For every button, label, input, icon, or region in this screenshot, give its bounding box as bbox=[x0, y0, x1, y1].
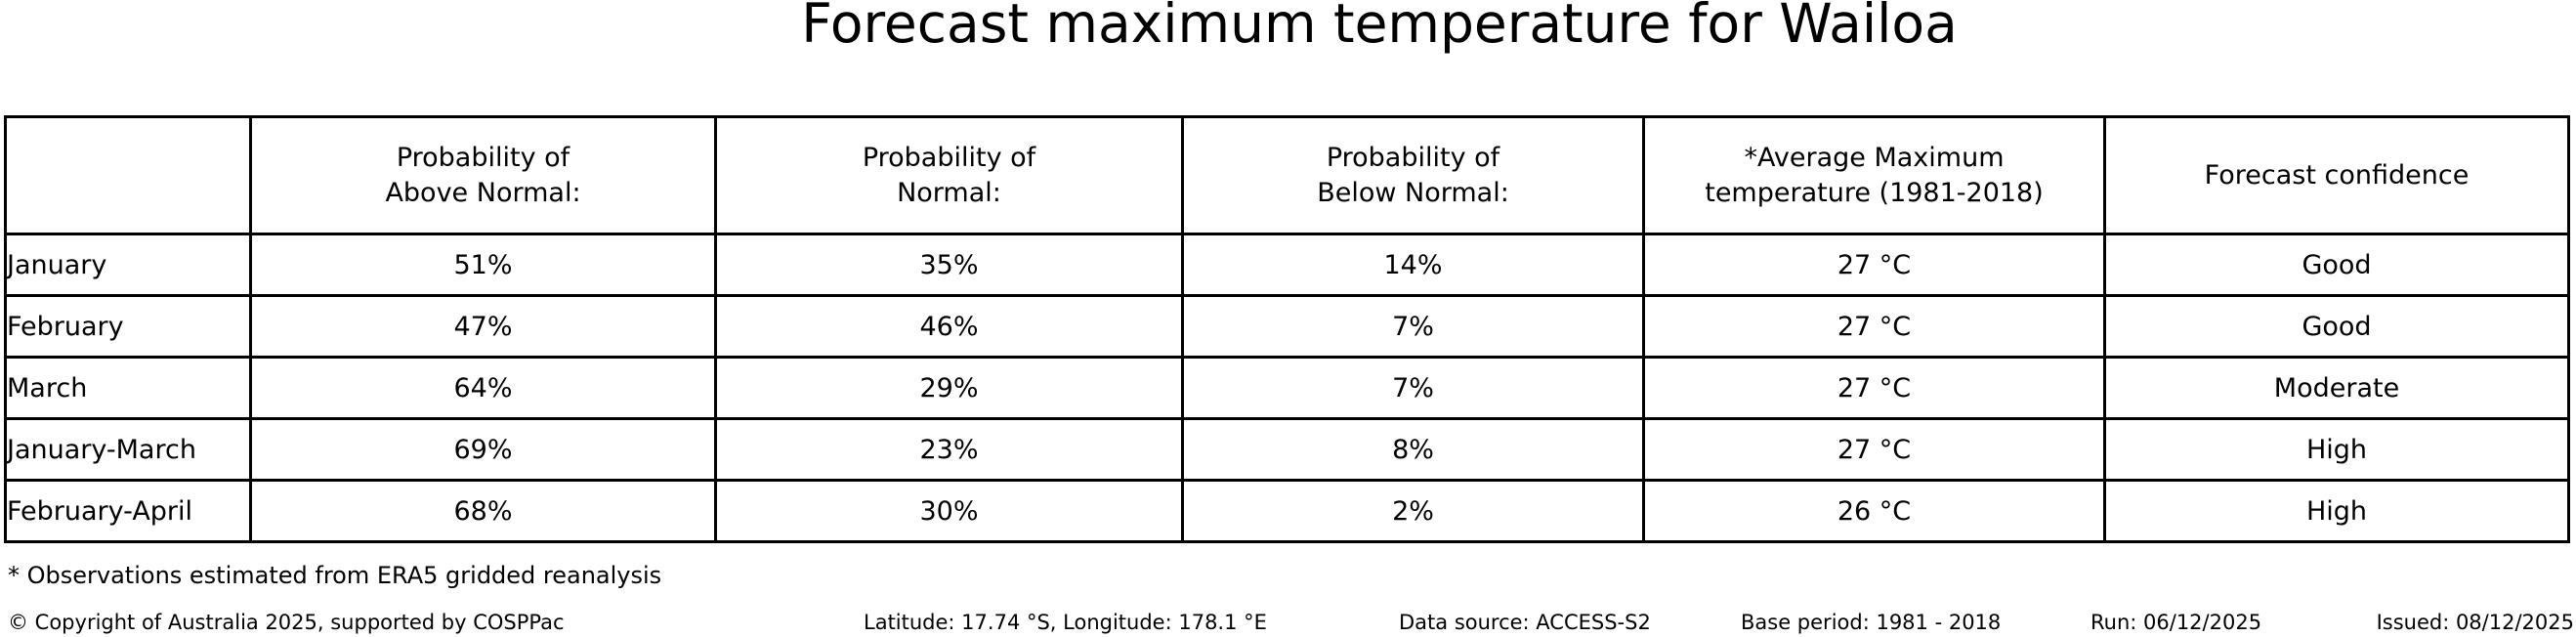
issued-date-text: Issued: 08/12/2025 bbox=[2376, 611, 2574, 634]
cell-confidence: Good bbox=[2103, 233, 2570, 297]
cell-normal: 30% bbox=[714, 479, 1184, 543]
cell-confidence: High bbox=[2103, 417, 2570, 482]
row-label: March bbox=[4, 356, 252, 420]
table-row-january: January 51% 35% 14% 27 °C Good bbox=[4, 233, 2570, 297]
cell-confidence: High bbox=[2103, 479, 2570, 543]
cell-below-normal: 7% bbox=[1181, 294, 1645, 359]
cell-above-normal: 69% bbox=[249, 417, 717, 482]
row-label: January-March bbox=[4, 417, 252, 482]
table-header-row: Probability of Above Normal: Probability… bbox=[4, 115, 2570, 235]
table-row-january-march: January-March 69% 23% 8% 27 °C High bbox=[4, 417, 2570, 482]
cell-normal: 35% bbox=[714, 233, 1184, 297]
lat-long-text: Latitude: 17.74 °S, Longitude: 178.1 °E bbox=[864, 611, 1267, 634]
cell-normal: 29% bbox=[714, 356, 1184, 420]
copyright-text: © Copyright of Australia 2025, supported… bbox=[8, 611, 565, 634]
table-row-february-april: February-April 68% 30% 2% 26 °C High bbox=[4, 479, 2570, 543]
cell-average-temp: 27 °C bbox=[1642, 294, 2106, 359]
cell-below-normal: 14% bbox=[1181, 233, 1645, 297]
run-date-text: Run: 06/12/2025 bbox=[2090, 611, 2262, 634]
data-source-text: Data source: ACCESS-S2 bbox=[1399, 611, 1651, 634]
cell-below-normal: 7% bbox=[1181, 356, 1645, 420]
cell-average-temp: 26 °C bbox=[1642, 479, 2106, 543]
table-row-february: February 47% 46% 7% 27 °C Good bbox=[4, 294, 2570, 359]
cell-above-normal: 47% bbox=[249, 294, 717, 359]
cell-normal: 46% bbox=[714, 294, 1184, 359]
observations-footnote: * Observations estimated from ERA5 gridd… bbox=[8, 562, 662, 589]
corner-empty-cell bbox=[4, 115, 252, 235]
cell-below-normal: 8% bbox=[1181, 417, 1645, 482]
cell-average-temp: 27 °C bbox=[1642, 417, 2106, 482]
page-title: Forecast maximum temperature for Wailoa bbox=[801, 0, 1958, 55]
cell-average-temp: 27 °C bbox=[1642, 233, 2106, 297]
cell-above-normal: 68% bbox=[249, 479, 717, 543]
col-header-below-normal: Probability of Below Normal: bbox=[1181, 115, 1645, 235]
col-header-above-normal: Probability of Above Normal: bbox=[249, 115, 717, 235]
cell-confidence: Good bbox=[2103, 294, 2570, 359]
base-period-text: Base period: 1981 - 2018 bbox=[1741, 611, 2002, 634]
cell-normal: 23% bbox=[714, 417, 1184, 482]
cell-below-normal: 2% bbox=[1181, 479, 1645, 543]
row-label: February bbox=[4, 294, 252, 359]
row-label: January bbox=[4, 233, 252, 297]
col-header-average-max-temp: *Average Maximum temperature (1981-2018) bbox=[1642, 115, 2106, 235]
cell-confidence: Moderate bbox=[2103, 356, 2570, 420]
forecast-table: Probability of Above Normal: Probability… bbox=[4, 115, 2570, 543]
row-label: February-April bbox=[4, 479, 252, 543]
col-header-forecast-confidence: Forecast confidence bbox=[2103, 115, 2570, 235]
cell-above-normal: 64% bbox=[249, 356, 717, 420]
cell-average-temp: 27 °C bbox=[1642, 356, 2106, 420]
table-row-march: March 64% 29% 7% 27 °C Moderate bbox=[4, 356, 2570, 420]
cell-above-normal: 51% bbox=[249, 233, 717, 297]
col-header-normal: Probability of Normal: bbox=[714, 115, 1184, 235]
